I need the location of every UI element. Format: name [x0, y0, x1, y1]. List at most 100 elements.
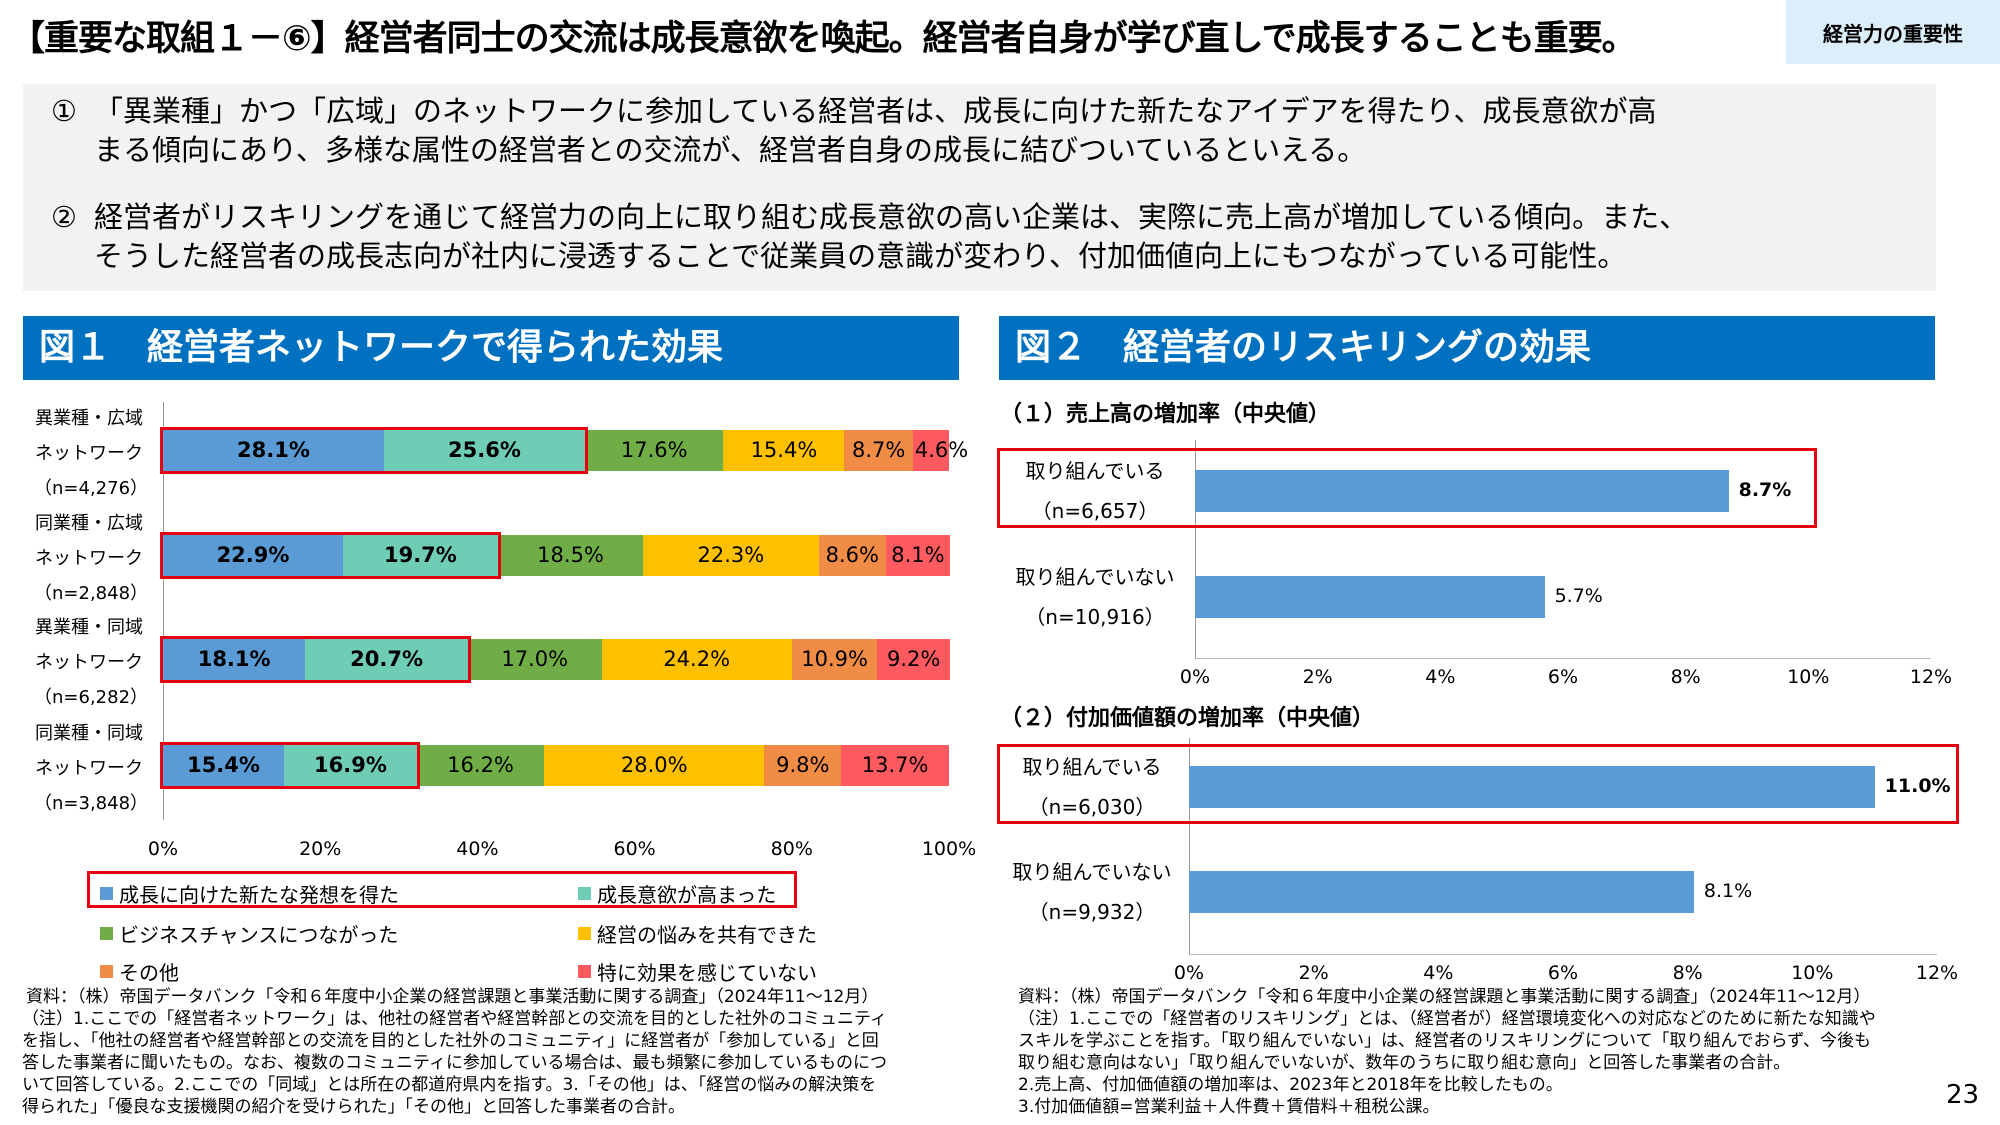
bar-segment: 15.4% [723, 429, 845, 471]
category-label: 取り組んでいる [1022, 755, 1162, 779]
x-tick-label: 12% [1909, 666, 1953, 688]
x-tick-label: 0% [1173, 962, 1205, 984]
x-tick-label: 10% [1791, 962, 1834, 984]
legend-item: 成長に向けた新たな発想を得た [100, 879, 399, 908]
category-label: （n=6,282） [34, 687, 149, 708]
x-tick-label: 100% [921, 838, 977, 860]
category-label: ネットワーク [35, 548, 143, 569]
category-label: ネットワーク [35, 758, 143, 779]
bar-segment: 8.7% [844, 429, 913, 471]
bar [1189, 871, 1694, 913]
bullet-number: ① [51, 94, 77, 128]
data-label: 28.0% [620, 753, 688, 777]
data-label: 13.7% [861, 753, 929, 777]
y-axis-line [1189, 738, 1190, 954]
data-label: 22.9% [216, 543, 290, 567]
x-tick-label: 6% [1547, 666, 1579, 688]
figure2-title: 図２ 経営者のリスキリングの効果 [999, 316, 1935, 380]
data-label: 16.9% [314, 753, 387, 777]
section-tag: 経営力の重要性 [1786, 0, 2000, 64]
x-tick-label: 0% [147, 838, 179, 860]
category-label: 異業種・広域 [35, 408, 143, 429]
category-label: （n=10,916） [1025, 605, 1165, 629]
bar-segment: 8.6% [818, 534, 887, 576]
data-label: 25.6% [448, 438, 521, 462]
category-label: 同業種・同域 [35, 723, 143, 744]
x-tick-label: 2% [1298, 962, 1329, 984]
bar [1189, 766, 1875, 808]
footnote-line: （注）1.ここでの「経営者のリスキリング」とは、（経営者が）経営環境変化への対応… [1018, 1009, 1876, 1029]
x-tick-label: 12% [1915, 962, 1959, 984]
footnote-line: 3.付加価値額=営業利益＋人件費＋賃借料＋租税公課。 [1018, 1097, 1440, 1117]
legend-label: 成長意欲が高まった [597, 883, 777, 907]
bar-segment: 13.7% [841, 744, 949, 786]
legend-label: 経営の悩みを共有できた [597, 923, 817, 947]
x-tick-label: 60% [613, 838, 656, 860]
bar-segment: 18.5% [497, 534, 644, 576]
data-label: 9.2% [886, 647, 941, 671]
bar-segment: 22.3% [643, 534, 819, 576]
bar-segment: 22.9% [163, 534, 343, 576]
page-title: 【重要な取組１－⑥】経営者同士の交流は成長意欲を喚起。経営者自身が学び直しで成長… [10, 19, 1637, 59]
summary-box: ① 「異業種」かつ「広域」のネットワークに参加している経営者は、成長に向けた新た… [23, 84, 1936, 291]
figure1-title: 図１ 経営者ネットワークで得られた効果 [23, 316, 959, 380]
category-label: 取り組んでいる [1025, 459, 1165, 483]
data-label: 24.2% [663, 647, 731, 671]
bar-segment: 17.6% [585, 429, 724, 471]
figure2-subtitle-1: （１）売上高の増加率（中央値） [1000, 402, 1331, 427]
legend-label: 成長に向けた新たな発想を得た [119, 883, 399, 907]
bar-segment: 28.1% [163, 429, 384, 471]
data-label: 8.7% [1738, 479, 1792, 501]
data-label: 8.1% [891, 543, 945, 567]
data-label: 15.4% [187, 753, 260, 777]
y-axis-line [1195, 440, 1196, 658]
legend-swatch [100, 887, 113, 900]
bar-segment: 4.6% [912, 429, 968, 471]
legend-item: その他 [100, 957, 179, 986]
x-tick-label: 8% [1672, 962, 1703, 984]
highlight-box [160, 635, 471, 683]
bar-segment: 10.9% [791, 638, 878, 680]
bar-segment: 16.9% [284, 744, 417, 786]
x-tick-label: 0% [1179, 666, 1211, 688]
footnote-line: いて回答している。2.ここでの「同域」とは所在の都道府県内を指す。3.「その他」… [22, 1075, 877, 1095]
bar-segment: 15.4% [163, 744, 285, 786]
data-label: 15.4% [750, 438, 818, 462]
category-label: 異業種・同域 [35, 617, 143, 638]
y-axis-line [163, 402, 164, 820]
bar-segment: 16.2% [416, 744, 545, 786]
category-label: （n=2,848） [34, 583, 149, 604]
category-label: （n=9,932） [1028, 900, 1156, 924]
legend-swatch [100, 965, 113, 978]
x-tick-label: 2% [1302, 666, 1333, 688]
footnote-line: （注）1.ここでの「経営者ネットワーク」は、他社の経営者や経営幹部との交流を目的… [22, 1009, 888, 1029]
highlight-box [160, 426, 589, 474]
data-label: 20.7% [350, 647, 424, 671]
category-label: ネットワーク [35, 652, 143, 673]
highlight-box [997, 448, 1817, 528]
x-axis-line [1195, 658, 1931, 659]
data-label: 17.6% [620, 438, 688, 462]
data-label: 9.8% [776, 753, 830, 777]
highlight-box [160, 531, 501, 579]
x-axis-line [1189, 954, 1937, 955]
legend-highlight-box [87, 871, 797, 908]
footnote-line: 資料：（株）帝国データバンク「令和６年度中小企業の経営課題と事業活動に関する調査… [26, 987, 879, 1007]
category-label: 取り組んでいない [1012, 860, 1172, 884]
legend-swatch [100, 927, 113, 940]
footnote-line: を指し、「他社の経営者や経営幹部との交流を目的とした社外のコミュニティ」に経営者… [22, 1031, 879, 1051]
x-tick-label: 10% [1787, 666, 1830, 688]
x-tick-label: 8% [1670, 666, 1701, 688]
figure2-subtitle-2: （２）付加価値額の増加率（中央値） [1000, 706, 1375, 731]
category-label: ネットワーク [35, 443, 143, 464]
legend-swatch [578, 965, 591, 978]
bar-segment: 19.7% [342, 534, 498, 576]
x-tick-label: 4% [1423, 962, 1454, 984]
x-tick-label: 20% [299, 838, 342, 860]
bar-segment: 17.0% [467, 638, 602, 680]
data-label: 11.0% [1884, 775, 1951, 797]
footnote-line: 得られた」「優良な支援機関の紹介を受けられた」「その他」と回答した事業者の合計。 [22, 1097, 685, 1117]
bar [1195, 576, 1545, 618]
bullet-text: まる傾向にあり、多様な属性の経営者との交流が、経営者自身の成長に結びついていると… [94, 133, 1367, 167]
data-label: 18.1% [197, 647, 271, 671]
